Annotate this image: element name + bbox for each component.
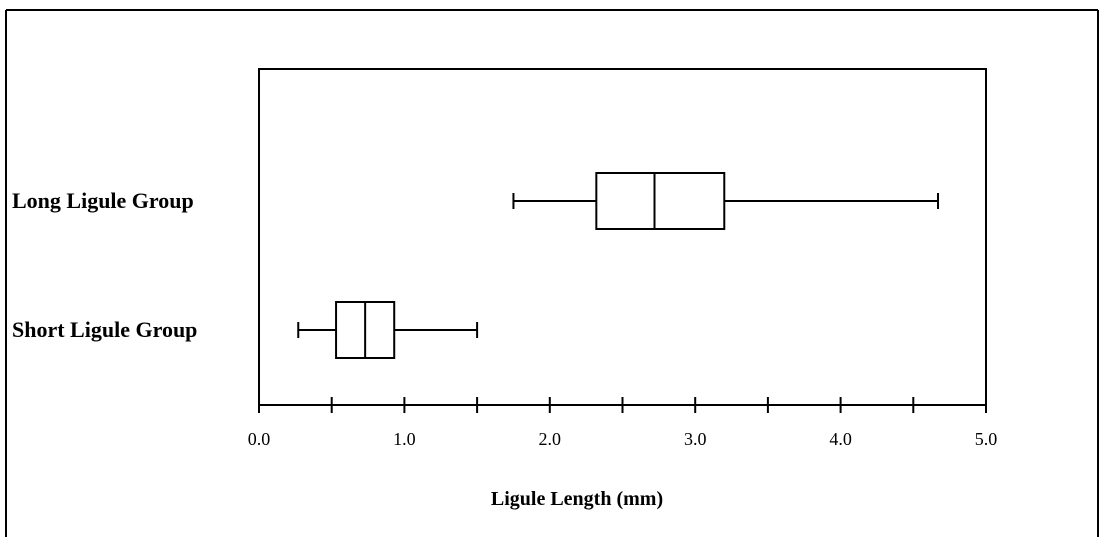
x-tick-label: 1.0 — [393, 429, 416, 449]
x-tick-label: 4.0 — [829, 429, 852, 449]
x-tick-label: 5.0 — [975, 429, 998, 449]
iqr-box — [595, 172, 726, 230]
box-plot-long — [512, 172, 940, 230]
x-axis-ticks: 0.0 1.0 2.0 3.0 4.0 5.0 — [248, 397, 998, 449]
x-tick-label: 0.0 — [248, 429, 271, 449]
x-tick-label: 3.0 — [684, 429, 707, 449]
x-tick-label: 2.0 — [539, 429, 562, 449]
category-label-long: Long Ligule Group — [12, 188, 194, 213]
box-plot-short — [297, 301, 479, 359]
x-axis-title: Ligule Length (mm) — [491, 488, 663, 510]
box-plots — [297, 172, 940, 359]
plot-area — [258, 68, 987, 406]
category-label-short: Short Ligule Group — [12, 317, 197, 342]
